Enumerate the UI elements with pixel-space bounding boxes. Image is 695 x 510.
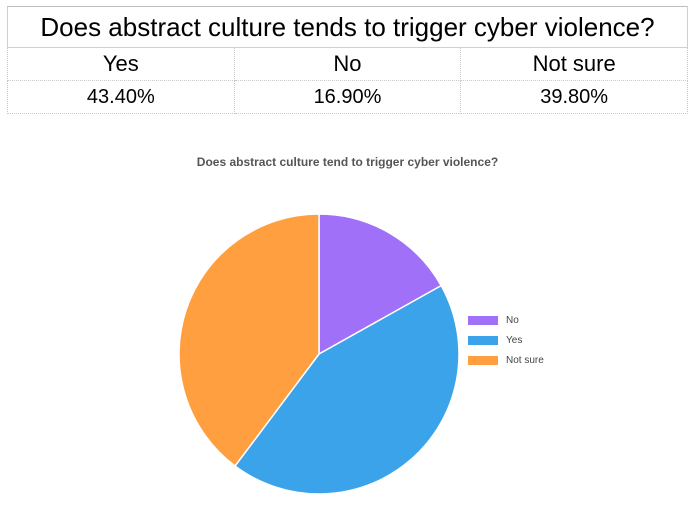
value-yes: 43.40%	[7, 80, 235, 114]
table-value-row: 43.40% 16.90% 39.80%	[7, 80, 688, 114]
legend-swatch-no	[468, 315, 498, 325]
legend-item-no: No	[468, 310, 544, 330]
legend-item-yes: Yes	[468, 330, 544, 350]
survey-table: Does abstract culture tends to trigger c…	[7, 6, 688, 114]
pie-slice-no	[318, 213, 443, 356]
header-no: No	[233, 47, 462, 81]
pie-slice-yes	[233, 284, 460, 495]
legend-label-yes: Yes	[506, 334, 523, 346]
legend-swatch-not-sure	[468, 355, 498, 365]
legend-swatch-yes	[468, 335, 498, 345]
header-yes: Yes	[7, 47, 235, 81]
pie-slice-not-sure	[178, 213, 320, 468]
table-title: Does abstract culture tends to trigger c…	[7, 6, 688, 48]
chart-legend: No Yes Not sure	[468, 310, 544, 370]
chart-title: Does abstract culture tend to trigger cy…	[196, 155, 499, 169]
legend-item-not-sure: Not sure	[468, 350, 544, 370]
table-title-row: Does abstract culture tends to trigger c…	[7, 6, 688, 48]
value-not-sure: 39.80%	[460, 80, 688, 114]
value-no: 16.90%	[233, 80, 462, 114]
legend-label-not-sure: Not sure	[506, 354, 544, 366]
legend-label-no: No	[506, 314, 519, 326]
